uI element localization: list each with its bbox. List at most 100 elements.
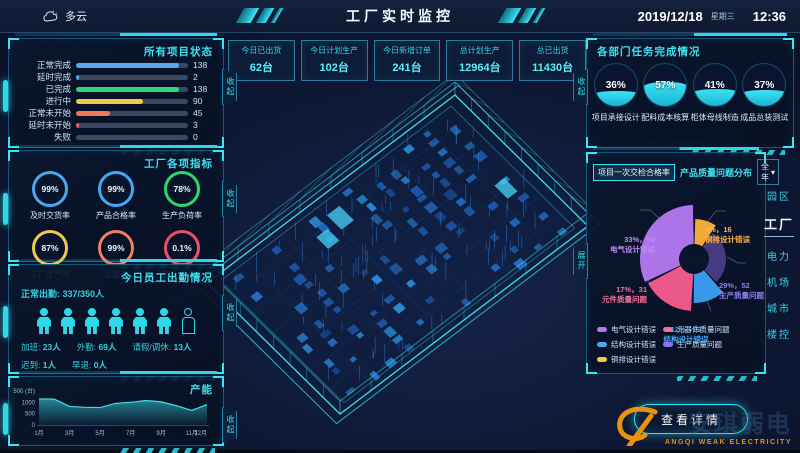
stat-label: 总已出货 xyxy=(536,46,569,55)
liquid-percent: 41% xyxy=(704,79,725,91)
metric-gauge: 78% 生产负荷率 xyxy=(149,171,215,221)
stat-box: 今日计划生产 102台 xyxy=(300,40,368,81)
panel-capsule-decor xyxy=(3,80,8,113)
liquid-fill xyxy=(693,88,736,106)
svg-text:11月: 11月 xyxy=(186,430,198,437)
pie-label-name: 电气设计错误 xyxy=(610,245,655,255)
svg-text:500: 500 xyxy=(25,412,36,418)
datetime-group: 2019/12/18 星期三 12:36 xyxy=(638,0,786,32)
date-label: 2019/12/18 xyxy=(637,8,703,24)
liquid-circle: 36% xyxy=(593,63,638,107)
collapse-tab[interactable]: 收起 xyxy=(222,69,237,105)
attendance-stat-value: 23人 xyxy=(42,342,61,352)
pie-slice-label: 29%，52 生产质量问题 xyxy=(719,281,773,301)
panel-capsule-decor xyxy=(3,402,8,435)
gauge-label: 产品合格率 xyxy=(96,211,136,220)
year-filter-value: 全年 xyxy=(761,162,770,182)
pie-slice[interactable] xyxy=(640,205,694,282)
attendance-stat: 外勤: 69人 xyxy=(77,341,117,353)
liquid-fill xyxy=(594,90,637,106)
side-menu-item[interactable]: 电力 xyxy=(767,252,791,263)
panel-title: 工厂各项指标 xyxy=(144,158,213,170)
factory-3d-view[interactable] xyxy=(190,80,610,425)
bar-label: 延时未开始 xyxy=(28,120,71,130)
bar-row: 延时完成 2 xyxy=(15,71,215,83)
bar-label: 进行中 xyxy=(45,96,71,106)
attendance-stat-value: 1人 xyxy=(42,360,56,370)
bar-value: 90 xyxy=(193,96,203,106)
side-menu-item[interactable]: 机场 xyxy=(767,278,791,289)
bar-row: 失败 0 xyxy=(15,131,215,143)
pie-slice[interactable] xyxy=(648,266,694,311)
liquid-percent: 37% xyxy=(754,79,775,91)
svg-text:5月: 5月 xyxy=(95,430,104,437)
svg-text:7月: 7月 xyxy=(126,430,135,437)
stat-box: 总已出货 11430台 xyxy=(519,40,586,81)
stat-value: 11430台 xyxy=(532,62,574,74)
quality-header: 项目一次交检合格率 产品质量问题分布 全年 ▾ xyxy=(593,159,780,185)
bar-fill xyxy=(76,86,180,92)
svg-text:9月: 9月 xyxy=(157,430,166,437)
legend-color-pill xyxy=(597,327,607,332)
liquid-label: 成品总装测试 xyxy=(740,113,789,122)
panel-title: 今日员工出勤情况 xyxy=(121,272,213,284)
legend-color-pill xyxy=(597,357,607,362)
side-menu-item[interactable]: 园区 xyxy=(767,192,791,203)
person-icon xyxy=(157,308,171,334)
stat-label: 今日已出货 xyxy=(241,46,282,55)
panel-attendance: 今日员工出勤情况 收起 正常出勤: 337/350人 加班: 23人 外勤: 69… xyxy=(3,259,237,381)
liquid-gauge: 36% 项目承接设计 xyxy=(592,63,640,123)
bar-track xyxy=(76,122,188,128)
pie-slice[interactable] xyxy=(694,219,716,247)
side-menu-item[interactable]: 楼控 xyxy=(767,330,791,341)
stats-row: 今日已出货 62台 今日计划生产 102台 今日新增订单 241台 总计划生产 12964台总… xyxy=(228,40,586,81)
gauge-ring: 78% xyxy=(164,171,200,207)
svg-text:0: 0 xyxy=(32,423,36,429)
collapse-tab[interactable]: 收起 xyxy=(222,295,237,331)
liquid-percent: 36% xyxy=(605,79,626,91)
collapse-tab[interactable]: 收起 xyxy=(222,407,237,443)
panel-title: 各部门任务完成情况 xyxy=(597,46,701,58)
side-menu-item[interactable]: 工厂 xyxy=(763,214,794,237)
view-details-button[interactable]: 查看详情 xyxy=(634,404,748,434)
attendance-stat-value: 13人 xyxy=(173,342,192,352)
bar-value: 3 xyxy=(193,120,198,130)
side-menu-item[interactable]: 城市 xyxy=(767,304,791,315)
chevron-down-icon: ▾ xyxy=(771,167,776,177)
bar-row: 正常完成 138 xyxy=(15,59,215,71)
bar-row: 延时未开始 3 xyxy=(15,119,215,131)
expand-tab[interactable]: 展开 xyxy=(573,243,588,279)
page-title: 工厂实时监控 xyxy=(346,8,454,24)
bar-label: 延时完成 xyxy=(36,72,71,82)
bar-value: 138 xyxy=(193,60,208,70)
pie-slice[interactable] xyxy=(693,270,723,303)
pie-label-value: 12%，22 xyxy=(670,325,702,334)
person-icon xyxy=(85,308,99,334)
legend-item: 铜排设计错误 xyxy=(597,354,656,365)
collapse-tab[interactable]: 收起 xyxy=(573,69,588,105)
svg-text:1500 (台): 1500 (台) xyxy=(13,387,35,395)
person-absent-icon xyxy=(181,308,195,334)
bar-track xyxy=(76,134,188,140)
weather-widget[interactable]: 多云 xyxy=(42,8,87,24)
stat-value: 62台 xyxy=(249,62,274,74)
attendance-stat: 迟到: 1人 xyxy=(21,359,56,371)
pie-slice[interactable] xyxy=(702,233,726,282)
pie-slice-label: 9%，16 铜排设计错误 xyxy=(705,225,771,245)
bar-label: 失败 xyxy=(53,132,71,142)
metric-gauge: 99% 产品合格率 xyxy=(83,171,149,221)
time-label: 12:36 xyxy=(752,8,786,24)
liquid-fill xyxy=(743,90,786,106)
year-filter-dropdown[interactable]: 全年 ▾ xyxy=(757,159,780,185)
quality-pie-area: 33%，59 电气设计错误 9%，16 铜排设计错误 29%，52 生产质量问题 12%，2… xyxy=(593,185,764,344)
collapse-tab[interactable]: 收起 xyxy=(222,181,237,217)
legend-color-pill xyxy=(597,342,607,347)
attendance-stat-value: 0人 xyxy=(93,360,107,370)
topbar: 多云 工厂实时监控 2019/12/18 星期三 12:36 xyxy=(0,0,800,33)
attendance-stat-label: 迟到: xyxy=(21,360,43,370)
pass-rate-tab[interactable]: 项目一次交检合格率 xyxy=(593,163,675,181)
liquid-gauge: 37% 成品总装测试 xyxy=(740,63,788,123)
